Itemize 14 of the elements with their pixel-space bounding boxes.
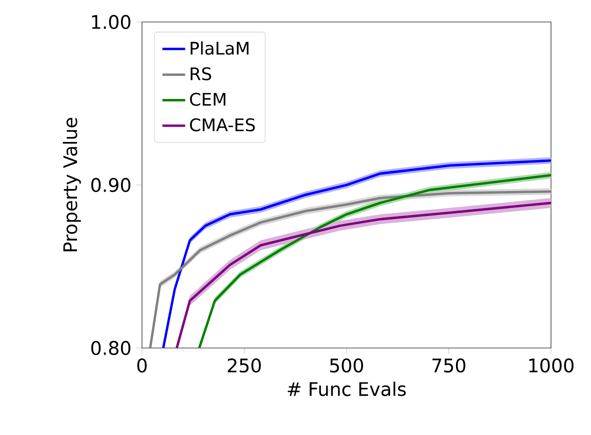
x-tick-label: 500	[330, 358, 364, 373]
legend-label: CEM	[190, 92, 226, 106]
legend-label: CMA-ES	[190, 118, 255, 132]
x-axis-title: # Func Evals	[288, 382, 406, 396]
legend-label: PlaLaM	[190, 41, 248, 55]
x-tick-label: 0	[137, 358, 147, 373]
y-tick-label: 1.00	[92, 14, 130, 30]
y-axis-title: Property Value	[62, 118, 81, 252]
x-tick-label: 750	[432, 358, 466, 373]
x-tick-label: 1000	[529, 358, 574, 373]
x-tick-label: 250	[228, 358, 261, 373]
legend-label: RS	[190, 67, 212, 80]
y-tick-label: 0.80	[91, 340, 130, 356]
y-tick-label: 0.90	[91, 178, 130, 192]
